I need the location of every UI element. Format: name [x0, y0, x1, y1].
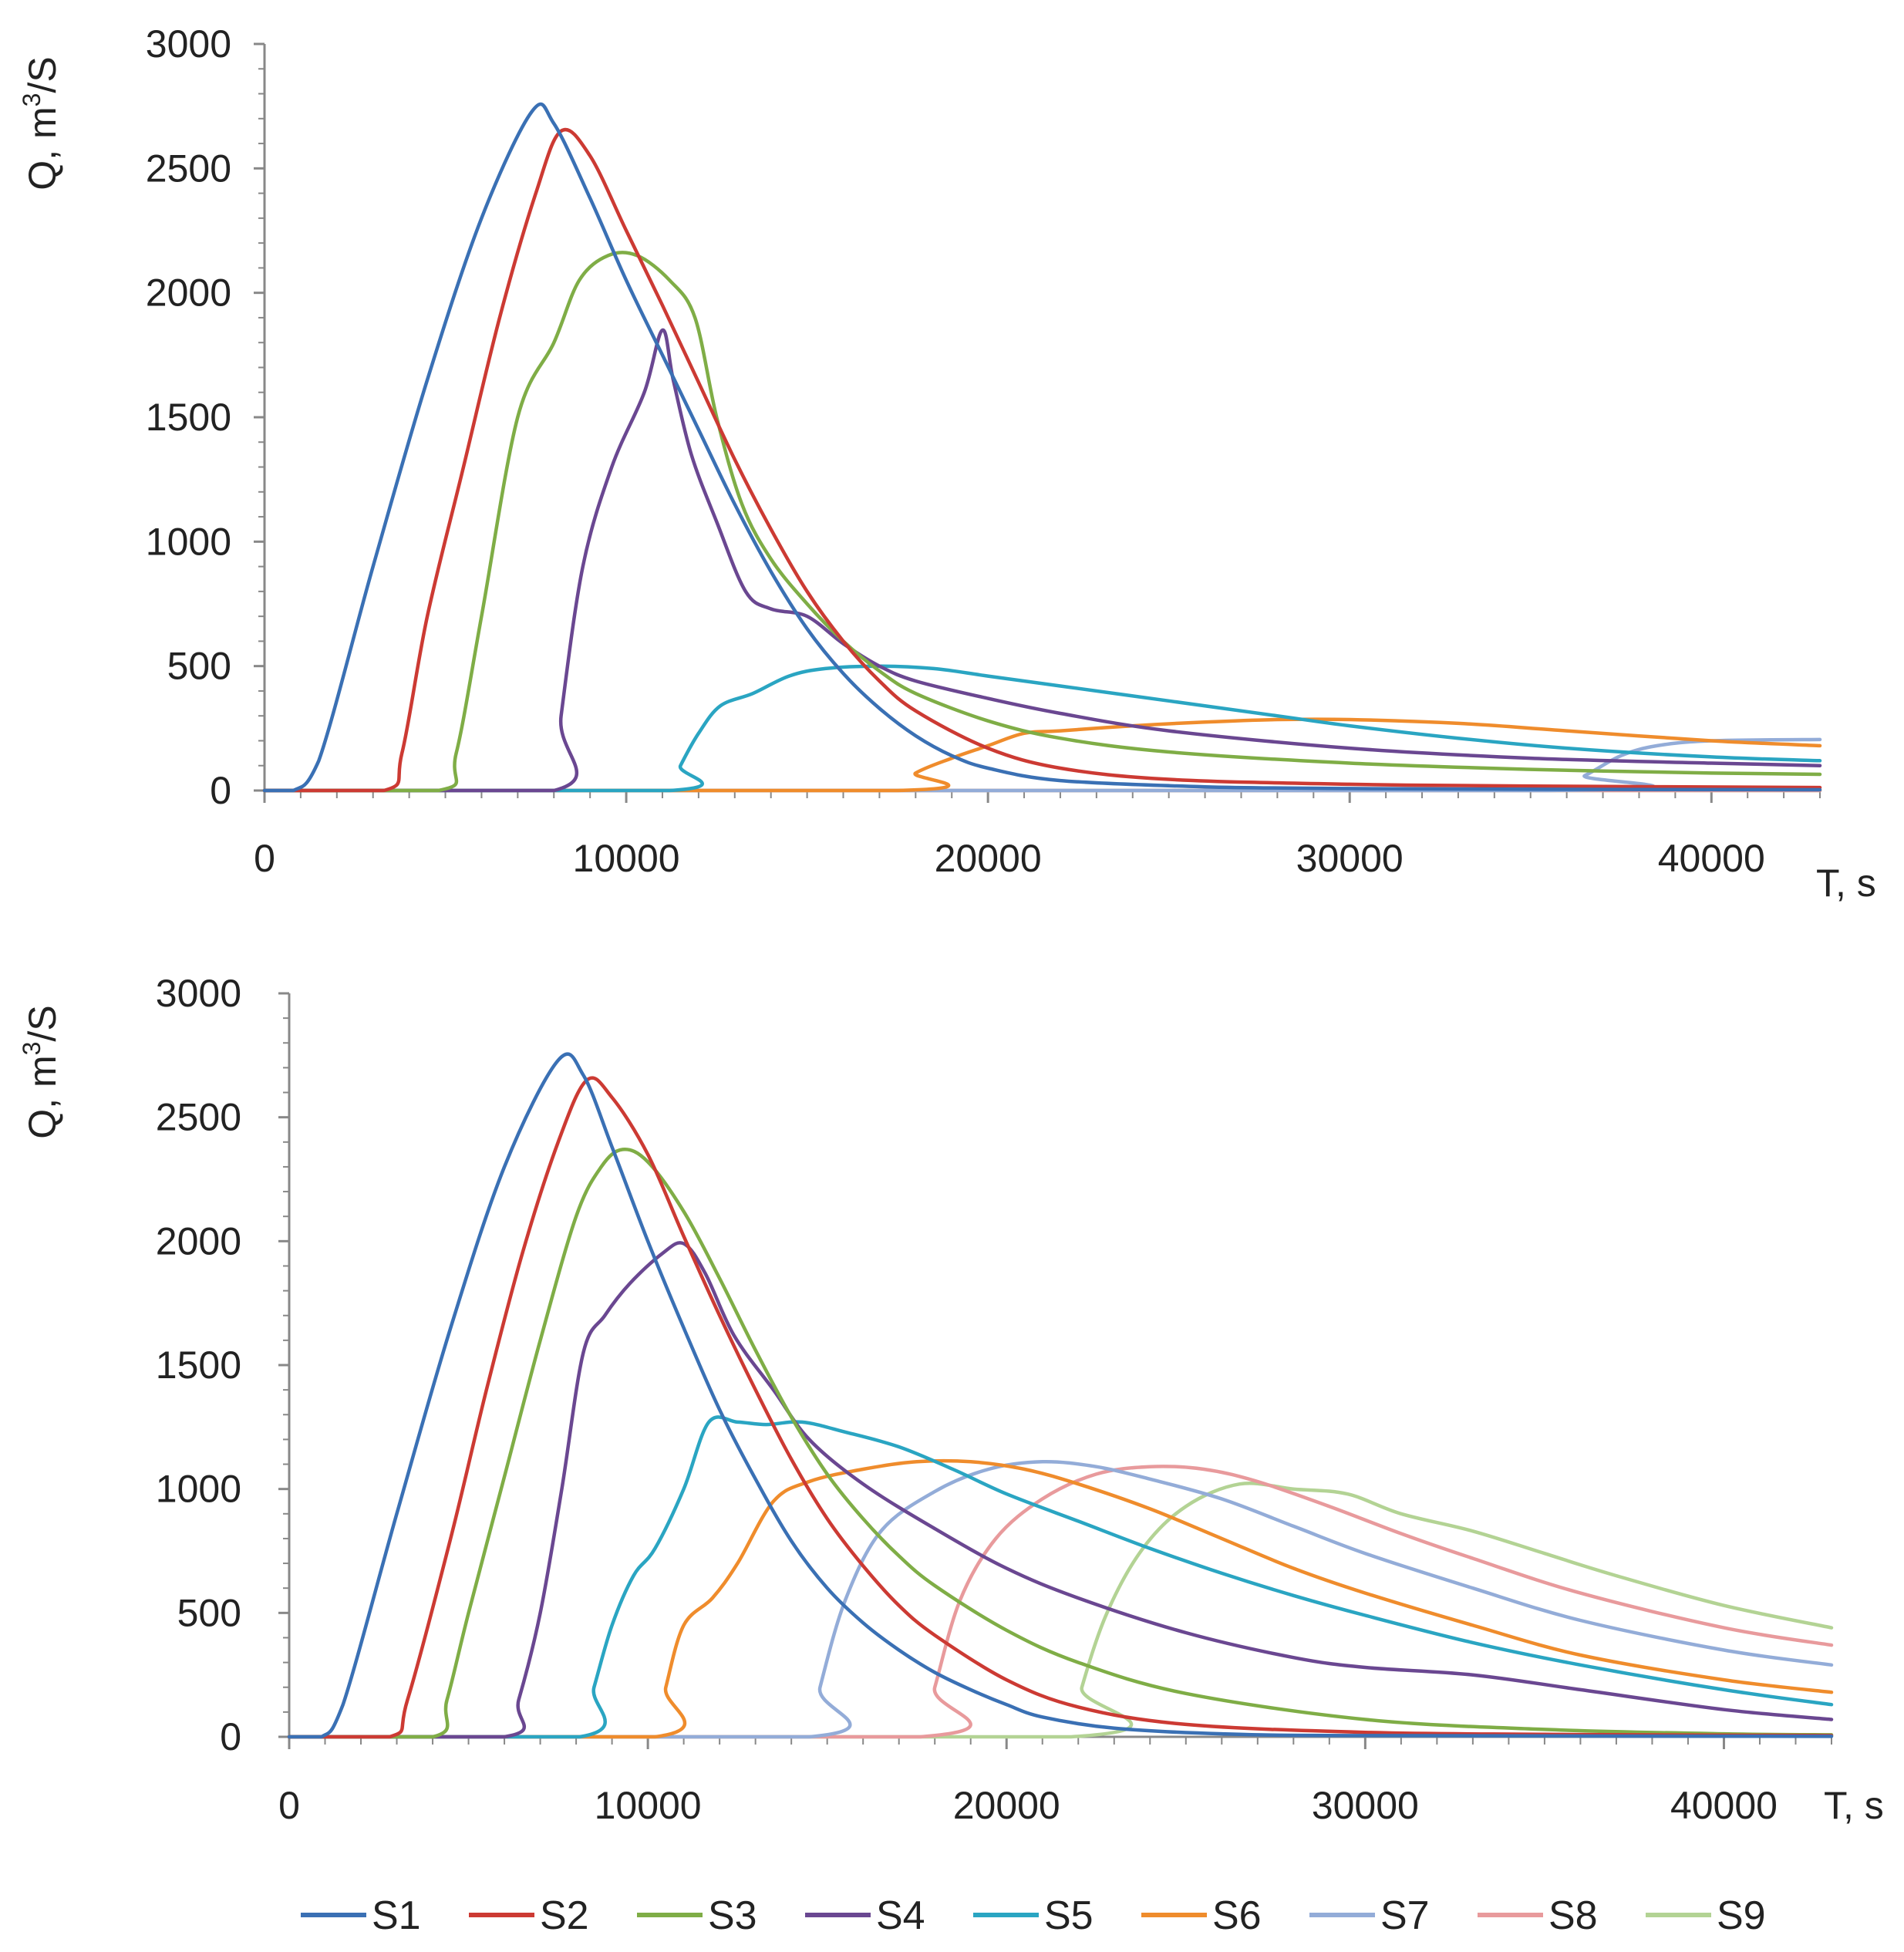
- y-tick-label: 1000: [146, 520, 231, 563]
- series-line-s2: [262, 127, 1822, 793]
- y-axis-title-main: Q, m: [21, 1055, 64, 1138]
- y-axis-title-bottom: Q, m3/S: [18, 1005, 64, 1138]
- y-tick-label: 500: [167, 645, 231, 688]
- series-line-s1: [262, 102, 1822, 793]
- legend-label-s6: S6: [1212, 1893, 1262, 1938]
- legend-label-s7: S7: [1380, 1893, 1430, 1938]
- series-group: [262, 102, 1822, 793]
- x-axis-title-bottom: T, s: [1824, 1784, 1884, 1827]
- legend-label-s2: S2: [540, 1893, 589, 1938]
- legend-label-s8: S8: [1548, 1893, 1598, 1938]
- y-tick-label: 1000: [156, 1468, 241, 1511]
- y-tick-label: 1500: [146, 396, 231, 439]
- series-line-s1: [287, 1052, 1834, 1739]
- y-tick-label: 3000: [146, 22, 231, 66]
- x-tick-label: 40000: [1670, 1784, 1778, 1827]
- y-tick-label: 3000: [156, 972, 241, 1015]
- legend-label-s3: S3: [708, 1893, 757, 1938]
- y-axis-title-unit: /S: [21, 1005, 64, 1041]
- series-line-s7: [287, 1460, 1834, 1739]
- y-tick-label: 2500: [146, 147, 231, 190]
- series-line-s5: [287, 1415, 1834, 1739]
- y-axis-title-superscript: 3: [18, 1042, 45, 1056]
- y-tick-label: 2000: [146, 271, 231, 315]
- legend-label-s4: S4: [876, 1893, 925, 1938]
- series-line-s9: [287, 1482, 1834, 1739]
- y-tick-label: 0: [220, 1715, 241, 1758]
- series-line-s2: [287, 1076, 1834, 1739]
- x-tick-label: 40000: [1658, 837, 1765, 880]
- y-axis-title-superscript: 3: [18, 93, 45, 107]
- series-line-s5: [262, 664, 1822, 793]
- y-tick-label: 2500: [156, 1096, 241, 1139]
- y-tick-label: 2000: [156, 1219, 241, 1263]
- series-line-s3: [262, 251, 1822, 793]
- series-line-s3: [287, 1148, 1834, 1739]
- x-tick-label: 10000: [595, 1784, 702, 1827]
- y-tick-label: 1500: [156, 1343, 241, 1387]
- y-axis-title-unit: /S: [21, 56, 64, 93]
- y-tick-label: 0: [210, 769, 231, 812]
- series-line-s4: [262, 328, 1822, 793]
- legend-label-s1: S1: [372, 1893, 421, 1938]
- legend: S1 S2 S3 S4 S5 S6 S7 S8 S9: [301, 1893, 1766, 1938]
- series-line-s6: [262, 717, 1822, 793]
- y-axis-title-main: Q, m: [21, 106, 64, 190]
- x-tick-label: 0: [278, 1784, 300, 1827]
- x-tick-label: 20000: [935, 837, 1042, 880]
- x-tick-label: 30000: [1312, 1784, 1419, 1827]
- x-tick-label: 0: [254, 837, 275, 880]
- legend-label-s9: S9: [1717, 1893, 1766, 1938]
- series-group: [287, 1052, 1834, 1739]
- y-tick-label: 500: [177, 1591, 241, 1634]
- y-axis-title-top: Q, m3/S: [18, 56, 64, 190]
- x-tick-label: 10000: [573, 837, 680, 880]
- x-tick-label: 20000: [953, 1784, 1060, 1827]
- x-tick-label: 30000: [1296, 837, 1404, 880]
- x-axis-title-top: T, s: [1816, 861, 1876, 905]
- legend-label-s5: S5: [1044, 1893, 1094, 1938]
- series-line-s8: [287, 1465, 1834, 1739]
- series-line-s6: [287, 1458, 1834, 1739]
